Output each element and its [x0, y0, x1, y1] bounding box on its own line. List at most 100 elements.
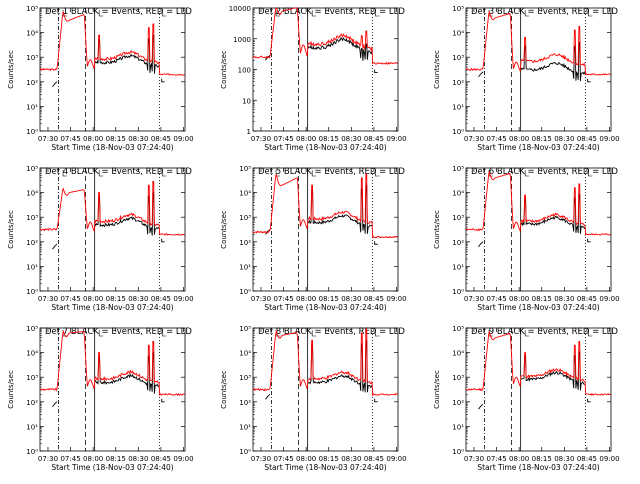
x-tick-label: 08:15	[106, 135, 126, 143]
x-tick-label: 08:30	[554, 455, 574, 463]
plot-frame	[252, 7, 399, 132]
y-tick-label: 10⁴	[239, 350, 251, 358]
y-tick-label: 10³	[239, 374, 251, 382]
marker-bracket	[162, 330, 167, 337]
x-tick-label: 08:15	[319, 135, 339, 143]
events-early-fragment	[478, 403, 484, 410]
detector-panel-6: Det 6 BLACK = Events, RED = LLD 10⁰ 10¹ 10²…	[433, 165, 620, 312]
lld-series	[39, 11, 185, 76]
detector-panel-5: Det 5 BLACK = Events, RED = LLD 10⁰ 10¹ 10²…	[220, 165, 407, 312]
x-tick-label: 08:30	[554, 295, 574, 303]
y-tick-label: 10⁴	[239, 190, 251, 198]
marker-bracket	[162, 10, 167, 17]
y-tick-label: 10¹	[26, 423, 38, 431]
lld-series	[465, 171, 611, 237]
panel-title: Det 4 BLACK = Events, RED = LLD	[45, 167, 192, 177]
x-tick-label: 08:15	[532, 135, 552, 143]
panel-title: Det 3 BLACK = Events, RED = LLD	[471, 7, 618, 17]
x-axis-label: Start Time (18-Nov-03 07:24:40)	[264, 143, 386, 152]
x-tick-label: 08:15	[319, 455, 339, 463]
x-tick-label: 08:00	[509, 295, 529, 303]
y-tick-label: 10²	[239, 399, 251, 407]
y-tick-label: 10³	[239, 214, 251, 222]
y-tick-label: 10⁵	[239, 165, 251, 173]
x-tick-label: 07:30	[251, 135, 271, 143]
x-tick-label: 07:45	[486, 295, 506, 303]
x-tick-label: 08:30	[128, 455, 148, 463]
events-late-fragment	[374, 398, 378, 403]
x-tick-label: 08:00	[296, 295, 316, 303]
detector-panel-7: Det 7 BLACK = Events, RED = LLD 10⁰ 10¹ 10²…	[7, 325, 194, 472]
x-tick-label: 09:00	[173, 455, 193, 463]
y-tick-label: 10⁴	[452, 190, 464, 198]
events-early-fragment	[52, 81, 58, 87]
y-axis-label: Counts/sec	[433, 210, 441, 249]
y-tick-label: 10²	[452, 239, 464, 247]
y-axis-label: Counts/sec	[220, 50, 228, 89]
marker-bracket	[311, 170, 317, 177]
y-tick-label: 10⁴	[26, 30, 38, 38]
lld-series	[39, 329, 185, 397]
x-tick-label: 09:00	[173, 295, 193, 303]
x-tick-label: 08:00	[83, 295, 103, 303]
y-tick-label: 10⁵	[452, 5, 464, 13]
y-tick-label: 10⁵	[452, 325, 464, 333]
lld-series	[252, 173, 398, 239]
y-tick-label: 10³	[26, 54, 38, 62]
y-axis-label: Counts/sec	[7, 370, 15, 409]
detector-panel-2: Det 2 BLACK = Events, RED = LLD 1 10 100 100…	[220, 5, 407, 152]
y-tick-label: 100	[238, 67, 251, 75]
y-tick-label: 10⁴	[26, 350, 38, 358]
y-axis-label: Counts/sec	[433, 370, 441, 409]
x-tick-label: 08:15	[319, 295, 339, 303]
events-early-fragment	[265, 394, 271, 400]
y-axis-label: Counts/sec	[433, 50, 441, 89]
events-early-fragment	[265, 229, 271, 235]
x-tick-label: 07:30	[251, 455, 271, 463]
y-tick-label: 10⁴	[452, 30, 464, 38]
x-tick-label: 09:00	[599, 455, 619, 463]
y-tick-label: 10³	[452, 374, 464, 382]
events-early-fragment	[52, 401, 58, 407]
y-tick-label: 10	[242, 97, 251, 105]
lld-series	[465, 11, 611, 76]
x-tick-label: 08:15	[106, 295, 126, 303]
marker-bracket	[62, 170, 68, 177]
y-tick-label: 10²	[239, 239, 251, 247]
y-tick-label: 10⁵	[452, 165, 464, 173]
marker-bracket	[588, 170, 593, 177]
x-tick-label: 07:30	[464, 455, 484, 463]
x-axis-label: Start Time (18-Nov-03 07:24:40)	[51, 143, 173, 152]
y-tick-label: 10⁰	[26, 128, 38, 136]
panel-title: Det 8 BLACK = Events, RED = LLD	[258, 327, 405, 337]
x-tick-label: 07:30	[251, 295, 271, 303]
marker-bracket	[375, 170, 380, 177]
x-tick-label: 08:30	[128, 295, 148, 303]
marker-bracket	[375, 330, 380, 337]
y-tick-label: 10²	[26, 239, 38, 247]
events-late-fragment	[587, 398, 591, 403]
x-tick-label: 08:00	[83, 135, 103, 143]
x-tick-label: 08:15	[532, 295, 552, 303]
x-tick-label: 09:00	[386, 455, 406, 463]
detector-panel-3: Det 3 BLACK = Events, RED = LLD 10⁰ 10¹ 10²…	[433, 5, 620, 152]
lld-series	[39, 181, 185, 236]
x-tick-label: 07:45	[60, 295, 80, 303]
plot-frame	[465, 7, 612, 132]
y-tick-label: 10³	[26, 214, 38, 222]
y-tick-label: 1	[247, 128, 251, 136]
x-tick-label: 08:30	[554, 135, 574, 143]
y-tick-label: 10¹	[452, 423, 464, 431]
marker-bracket	[588, 330, 593, 337]
y-tick-label: 10¹	[26, 263, 38, 271]
y-tick-label: 10⁰	[26, 288, 38, 296]
x-tick-label: 08:00	[509, 455, 529, 463]
x-tick-label: 07:30	[38, 455, 58, 463]
y-axis-label: Counts/sec	[220, 210, 228, 249]
x-axis-label: Start Time (18-Nov-03 07:24:40)	[477, 143, 599, 152]
x-tick-label: 07:30	[464, 295, 484, 303]
x-tick-label: 07:45	[60, 455, 80, 463]
x-axis-label: Start Time (18-Nov-03 07:24:40)	[51, 303, 173, 312]
events-late-fragment	[161, 78, 165, 83]
x-tick-label: 08:30	[341, 295, 361, 303]
